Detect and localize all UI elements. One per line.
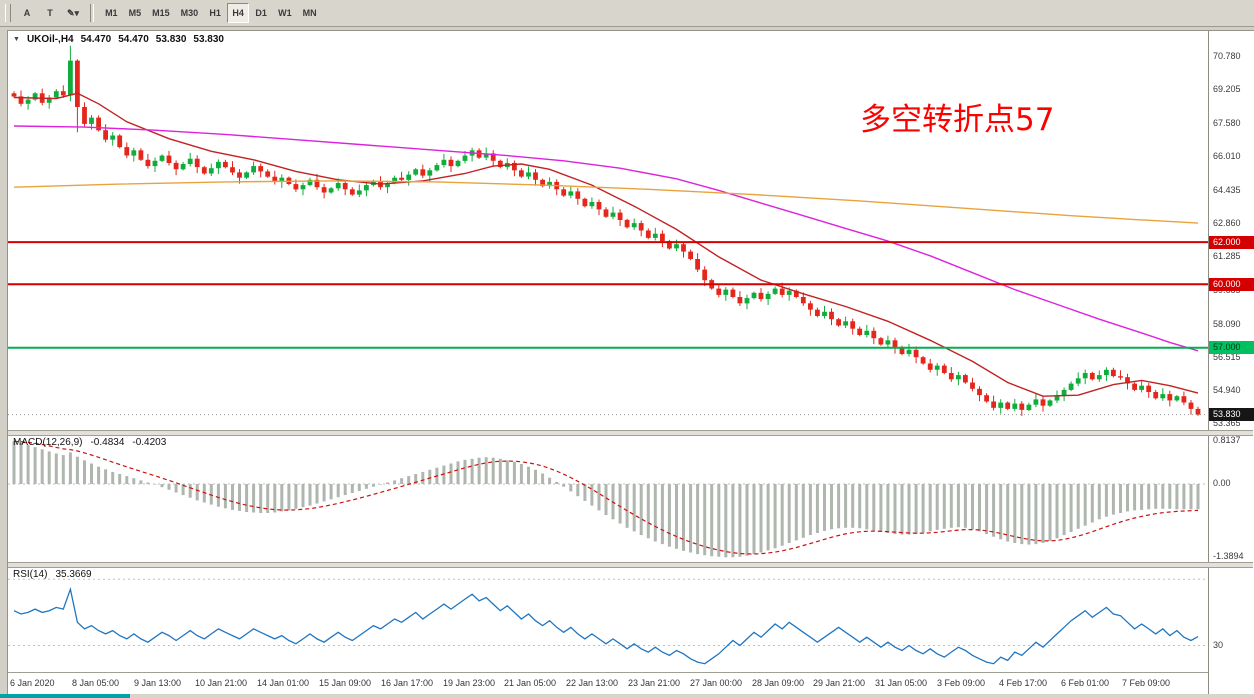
- timeframe-button-m5[interactable]: M5: [124, 3, 147, 23]
- rsi-plot-svg[interactable]: [8, 566, 1208, 672]
- ma-slow-line: [13, 180, 1199, 224]
- price-axis-label: 54.940: [1213, 385, 1241, 395]
- high-value: 54.470: [118, 34, 149, 45]
- cursor-tool-button[interactable]: A: [16, 3, 38, 23]
- time-axis-label: 3 Feb 09:00: [937, 678, 986, 688]
- timeframe-button-w1[interactable]: W1: [273, 3, 297, 23]
- macd-pane[interactable]: MACD(12,26,9) -0.4834 -0.4203: [8, 434, 1208, 562]
- pane-splitter-macd[interactable]: [8, 430, 1253, 436]
- rsi-label: RSI(14) 35.3669: [13, 569, 92, 580]
- price-axis-label: 70.780: [1213, 51, 1241, 61]
- time-axis-label: 6 Feb 01:00: [1061, 678, 1110, 688]
- time-axis-label: 21 Jan 05:00: [504, 678, 557, 688]
- price-axis-label: 56.515: [1213, 352, 1241, 362]
- timeframe-button-m30[interactable]: M30: [176, 3, 204, 23]
- symbol-title: UKOil-,H4: [26, 34, 74, 45]
- macd-name: MACD(12,26,9): [13, 437, 83, 448]
- macd-histogram: [12, 441, 1200, 558]
- status-fragment: [0, 694, 130, 698]
- rsi-axis-label: 30: [1213, 640, 1224, 650]
- price-line-badge[interactable]: 62.000: [1209, 236, 1254, 249]
- time-axis-label: 8 Jan 05:00: [72, 678, 120, 688]
- macd-label: MACD(12,26,9) -0.4834 -0.4203: [13, 437, 166, 448]
- ma-mid-line: [13, 125, 1199, 352]
- macd-main-value: -0.4834: [90, 437, 125, 448]
- toolbar: A T ✎▾ M1 M5 M15 M30 H1 H4 D1 W1 MN: [0, 0, 1254, 27]
- time-axis-label: 27 Jan 00:00: [690, 678, 743, 688]
- price-line-badge[interactable]: 57.000: [1209, 341, 1254, 354]
- time-axis-label: 7 Feb 09:00: [1122, 678, 1171, 688]
- price-axis-label: 53.365: [1213, 418, 1241, 428]
- macd-axis-label: 0.00: [1213, 478, 1231, 488]
- low-value: 53.830: [155, 34, 187, 45]
- macd-signal-line: [13, 440, 1199, 555]
- price-axis-label: 64.435: [1213, 185, 1241, 195]
- time-axis-label: 14 Jan 01:00: [257, 678, 310, 688]
- ma-fast-line: [13, 92, 1199, 397]
- candles: [11, 45, 1201, 416]
- collapse-icon[interactable]: ▼: [13, 36, 20, 43]
- rsi-value: 35.3669: [55, 569, 92, 580]
- toolbar-separator: [90, 4, 95, 22]
- main-plot-svg[interactable]: [8, 31, 1208, 430]
- timeframe-group: M1 M5 M15 M30 H1 H4 D1 W1 MN: [100, 3, 322, 23]
- close-value: 53.830: [193, 34, 224, 45]
- timeframe-button-h1[interactable]: H1: [204, 3, 226, 23]
- time-axis-label: 19 Jan 23:00: [443, 678, 496, 688]
- macd-signal-value: -0.4203: [132, 437, 167, 448]
- price-line-badge[interactable]: 53.830: [1209, 408, 1254, 421]
- draw-tool-button[interactable]: ✎▾: [62, 3, 84, 23]
- time-axis-label: 4 Feb 17:00: [999, 678, 1048, 688]
- time-axis-label: 22 Jan 13:00: [566, 678, 619, 688]
- price-axis-column[interactable]: 70.780 69.205 67.580 66.010 64.435 62.860 61.2…: [1208, 31, 1254, 694]
- timeframe-button-m1[interactable]: M1: [100, 3, 123, 23]
- text-tool-button[interactable]: T: [39, 3, 61, 23]
- symbol-ohlc-header: ▼ UKOil-,H4 54.470 54.470 53.830 53.830: [13, 34, 224, 45]
- price-axis-label: 69.205: [1213, 84, 1241, 94]
- time-axis-label: 29 Jan 21:00: [813, 678, 866, 688]
- time-axis-label: 16 Jan 17:00: [381, 678, 434, 688]
- pane-splitter-rsi[interactable]: [8, 562, 1253, 568]
- open-value: 54.470: [80, 34, 112, 45]
- rsi-pane[interactable]: RSI(14) 35.3669: [8, 566, 1208, 672]
- time-axis-label: 9 Jan 13:00: [134, 678, 182, 688]
- price-axis-label: 61.285: [1213, 251, 1241, 261]
- rsi-name: RSI(14): [13, 569, 48, 580]
- main-chart-pane[interactable]: ▼ UKOil-,H4 54.470 54.470 53.830 53.830 …: [8, 31, 1208, 430]
- price-axis-label: 66.010: [1213, 151, 1241, 161]
- price-axis-label: 67.580: [1213, 118, 1241, 128]
- time-axis-label: 28 Jan 09:00: [752, 678, 805, 688]
- bottom-strip: [0, 694, 1254, 698]
- timeframe-button-m15[interactable]: M15: [147, 3, 175, 23]
- timeframe-button-d1[interactable]: D1: [250, 3, 272, 23]
- macd-plot-svg[interactable]: [8, 434, 1208, 562]
- time-axis-label: 31 Jan 05:00: [875, 678, 928, 688]
- chart-annotation-text[interactable]: 多空转折点57: [860, 102, 1055, 138]
- macd-axis-label: 0.8137: [1213, 435, 1241, 445]
- time-axis-label: 6 Jan 2020: [10, 678, 55, 688]
- chart-window: ▼ UKOil-,H4 54.470 54.470 53.830 53.830 …: [7, 30, 1254, 695]
- toolbar-grip[interactable]: [5, 4, 11, 22]
- time-axis-label: 10 Jan 21:00: [195, 678, 248, 688]
- timeframe-button-mn[interactable]: MN: [298, 3, 322, 23]
- rsi-line: [13, 586, 1199, 665]
- time-axis-label: 23 Jan 21:00: [628, 678, 681, 688]
- price-axis-label: 62.860: [1213, 218, 1241, 228]
- macd-axis-label: -1.3894: [1213, 551, 1244, 561]
- tool-group: A T ✎▾: [16, 3, 84, 23]
- price-axis-label: 58.090: [1213, 319, 1241, 329]
- price-line-badge[interactable]: 60.000: [1209, 278, 1254, 291]
- timeframe-button-h4[interactable]: H4: [227, 3, 250, 23]
- time-axis[interactable]: 6 Jan 2020 8 Jan 05:00 9 Jan 13:00 10 Jan 2…: [8, 672, 1208, 695]
- time-axis-label: 15 Jan 09:00: [319, 678, 372, 688]
